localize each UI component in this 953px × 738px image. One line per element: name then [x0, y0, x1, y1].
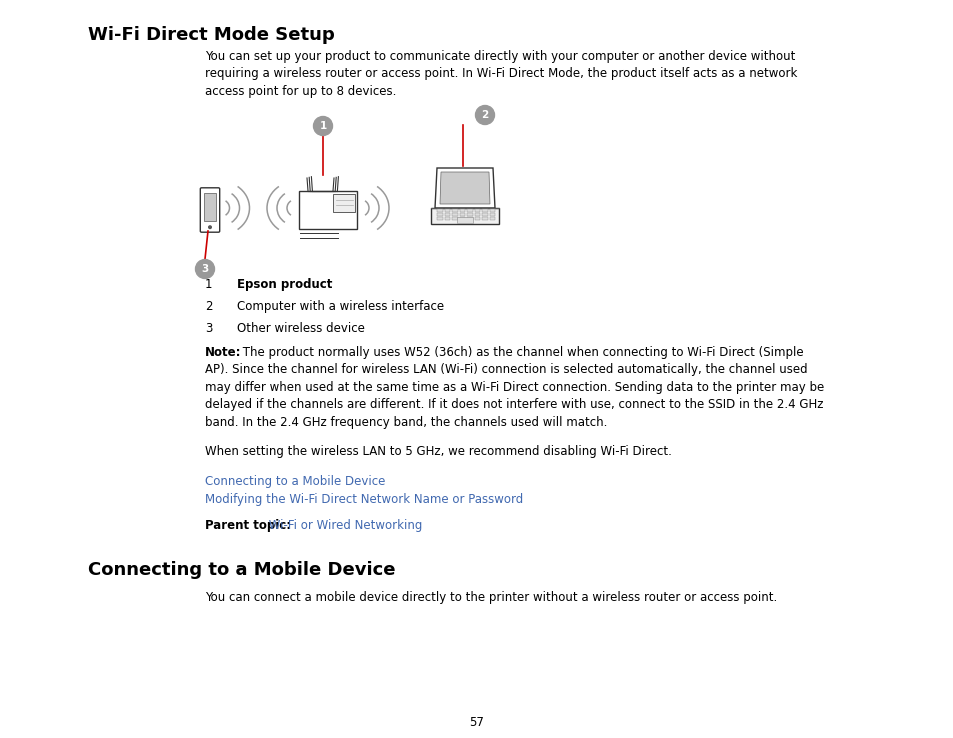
- Text: 2: 2: [481, 110, 488, 120]
- Text: You can set up your product to communicate directly with your computer or anothe: You can set up your product to communica…: [205, 50, 795, 63]
- Bar: [467, 213, 472, 216]
- Text: requiring a wireless router or access point. In Wi-Fi Direct Mode, the product i: requiring a wireless router or access po…: [205, 67, 797, 80]
- Text: 3: 3: [205, 322, 213, 335]
- Text: band. In the 2.4 GHz frequency band, the channels used will match.: band. In the 2.4 GHz frequency band, the…: [205, 416, 607, 429]
- Text: Modifying the Wi-Fi Direct Network Name or Password: Modifying the Wi-Fi Direct Network Name …: [205, 493, 522, 506]
- Text: Wi-Fi Direct Mode Setup: Wi-Fi Direct Mode Setup: [88, 26, 335, 44]
- Circle shape: [314, 117, 333, 136]
- Polygon shape: [435, 168, 495, 208]
- FancyBboxPatch shape: [200, 187, 219, 232]
- Bar: [467, 210, 472, 212]
- Bar: [489, 210, 495, 212]
- Polygon shape: [439, 172, 490, 204]
- Bar: [489, 218, 495, 220]
- Bar: [459, 213, 464, 216]
- Bar: [436, 210, 442, 212]
- Text: AP). Since the channel for wireless LAN (Wi-Fi) connection is selected automatic: AP). Since the channel for wireless LAN …: [205, 364, 807, 376]
- Text: may differ when used at the same time as a Wi-Fi Direct connection. Sending data: may differ when used at the same time as…: [205, 381, 823, 394]
- Bar: [431, 208, 498, 224]
- Bar: [474, 218, 479, 220]
- Bar: [444, 210, 450, 212]
- Bar: [333, 194, 355, 212]
- Text: Computer with a wireless interface: Computer with a wireless interface: [236, 300, 444, 313]
- Bar: [459, 218, 464, 220]
- Text: Connecting to a Mobile Device: Connecting to a Mobile Device: [205, 475, 385, 489]
- Bar: [474, 213, 479, 216]
- Bar: [481, 213, 487, 216]
- Circle shape: [195, 260, 214, 278]
- Text: 2: 2: [205, 300, 213, 313]
- Bar: [444, 218, 450, 220]
- Text: When setting the wireless LAN to 5 GHz, we recommend disabling Wi-Fi Direct.: When setting the wireless LAN to 5 GHz, …: [205, 446, 671, 458]
- Bar: [204, 193, 215, 221]
- Bar: [474, 210, 479, 212]
- Bar: [467, 218, 472, 220]
- Bar: [456, 218, 473, 224]
- Text: Wi-Fi or Wired Networking: Wi-Fi or Wired Networking: [265, 519, 422, 532]
- Bar: [481, 210, 487, 212]
- Bar: [298, 191, 356, 229]
- Bar: [436, 218, 442, 220]
- Text: The product normally uses W52 (36ch) as the channel when connecting to Wi-Fi Dir: The product normally uses W52 (36ch) as …: [239, 346, 802, 359]
- Bar: [444, 213, 450, 216]
- Text: Parent topic:: Parent topic:: [205, 519, 291, 532]
- Circle shape: [209, 226, 211, 229]
- Text: delayed if the channels are different. If it does not interfere with use, connec: delayed if the channels are different. I…: [205, 399, 822, 412]
- Bar: [481, 218, 487, 220]
- Text: 1: 1: [205, 278, 213, 291]
- Bar: [436, 213, 442, 216]
- Bar: [452, 218, 457, 220]
- Text: Note:: Note:: [205, 346, 241, 359]
- Text: Epson product: Epson product: [236, 278, 332, 291]
- Text: 1: 1: [319, 121, 326, 131]
- Circle shape: [475, 106, 494, 125]
- Bar: [459, 210, 464, 212]
- Bar: [452, 210, 457, 212]
- Text: You can connect a mobile device directly to the printer without a wireless route: You can connect a mobile device directly…: [205, 591, 777, 604]
- Text: access point for up to 8 devices.: access point for up to 8 devices.: [205, 85, 395, 98]
- Text: 3: 3: [201, 264, 209, 274]
- Bar: [452, 213, 457, 216]
- Text: 57: 57: [469, 716, 484, 729]
- Text: Other wireless device: Other wireless device: [236, 322, 364, 335]
- Text: Connecting to a Mobile Device: Connecting to a Mobile Device: [88, 561, 395, 579]
- Bar: [489, 213, 495, 216]
